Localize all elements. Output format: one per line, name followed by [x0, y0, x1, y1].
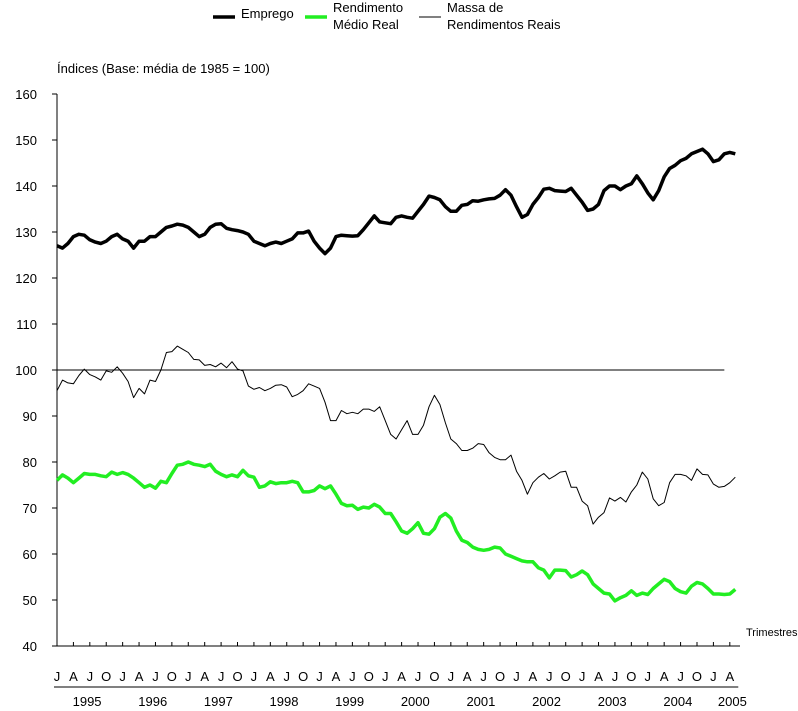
y-axis-label: Índices (Base: média de 1985 = 100)	[57, 61, 270, 76]
y-tick-label: 160	[15, 87, 37, 102]
year-label: 2005	[718, 694, 747, 709]
y-tick-label: 60	[23, 547, 37, 562]
year-label: 1999	[335, 694, 364, 709]
x-axis-label: Trimestres	[746, 627, 798, 639]
year-label: 1997	[204, 694, 233, 709]
x-tick-label: A	[200, 669, 209, 684]
series-line	[56, 345, 736, 525]
x-tick-label: A	[660, 669, 669, 684]
year-label: 2003	[598, 694, 627, 709]
y-tick-label: 50	[23, 593, 37, 608]
x-tick-label: J	[54, 669, 61, 684]
legend-line: Massa de	[447, 0, 503, 15]
legend-line: Rendimento	[333, 0, 403, 15]
y-tick-label: 140	[15, 179, 37, 194]
legend-label: Massa de Rendimentos Reais	[447, 0, 561, 32]
x-tick-label: A	[69, 669, 78, 684]
x-tick-label: J	[546, 669, 553, 684]
y-tick-label: 40	[23, 639, 37, 654]
x-tick-label: J	[283, 669, 290, 684]
x-tick-label: J	[579, 669, 586, 684]
year-label: 1996	[138, 694, 167, 709]
x-tick-label: O	[561, 669, 571, 684]
y-tick-label: 80	[23, 455, 37, 470]
x-tick-label: A	[135, 669, 144, 684]
year-label: 2001	[466, 694, 495, 709]
x-tick-label: O	[298, 669, 308, 684]
year-label: 1998	[270, 694, 299, 709]
x-tick-label: A	[266, 669, 275, 684]
y-tick-label: 100	[15, 363, 37, 378]
x-tick-label: J	[152, 669, 159, 684]
year-label: 2000	[401, 694, 430, 709]
x-tick-label: J	[218, 669, 225, 684]
series-line	[56, 147, 736, 256]
x-tick-label: J	[480, 669, 487, 684]
y-tick-label: 70	[23, 501, 37, 516]
x-tick-label: O	[495, 669, 505, 684]
x-tick-label: O	[101, 669, 111, 684]
x-tick-label: A	[594, 669, 603, 684]
x-tick-label: O	[429, 669, 439, 684]
x-tick-label: J	[185, 669, 192, 684]
x-tick-label: A	[529, 669, 538, 684]
x-tick-label: J	[87, 669, 94, 684]
y-tick-label: 150	[15, 133, 37, 148]
x-tick-label: A	[725, 669, 734, 684]
x-tick-label: O	[692, 669, 702, 684]
legend-label: Rendimento Médio Real	[333, 0, 403, 32]
x-tick-label: J	[119, 669, 126, 684]
x-tick-label: J	[382, 669, 389, 684]
x-tick-label: J	[645, 669, 652, 684]
x-tick-label: J	[251, 669, 258, 684]
x-tick-label: J	[415, 669, 422, 684]
x-tick-label: A	[332, 669, 341, 684]
x-tick-label: A	[397, 669, 406, 684]
x-tick-label: O	[364, 669, 374, 684]
year-label: 2002	[532, 694, 561, 709]
year-label: 2004	[663, 694, 692, 709]
x-tick-label: O	[167, 669, 177, 684]
series-line	[55, 460, 737, 603]
x-tick-label: J	[710, 669, 717, 684]
x-tick-label: J	[612, 669, 619, 684]
x-tick-label: J	[448, 669, 455, 684]
x-tick-label: O	[626, 669, 636, 684]
x-tick-label: J	[677, 669, 684, 684]
y-tick-label: 120	[15, 271, 37, 286]
year-label: 1995	[73, 694, 102, 709]
legend-line: Médio Real	[333, 17, 399, 32]
x-tick-label: J	[316, 669, 323, 684]
legend-label: Emprego	[241, 6, 294, 21]
y-tick-label: 110	[16, 317, 37, 332]
x-tick-label: A	[463, 669, 472, 684]
x-tick-label: J	[513, 669, 520, 684]
legend-line: Rendimentos Reais	[447, 17, 561, 32]
x-tick-label: J	[349, 669, 356, 684]
x-tick-label: O	[232, 669, 242, 684]
y-tick-label: 130	[15, 225, 37, 240]
y-tick-label: 90	[23, 409, 37, 424]
